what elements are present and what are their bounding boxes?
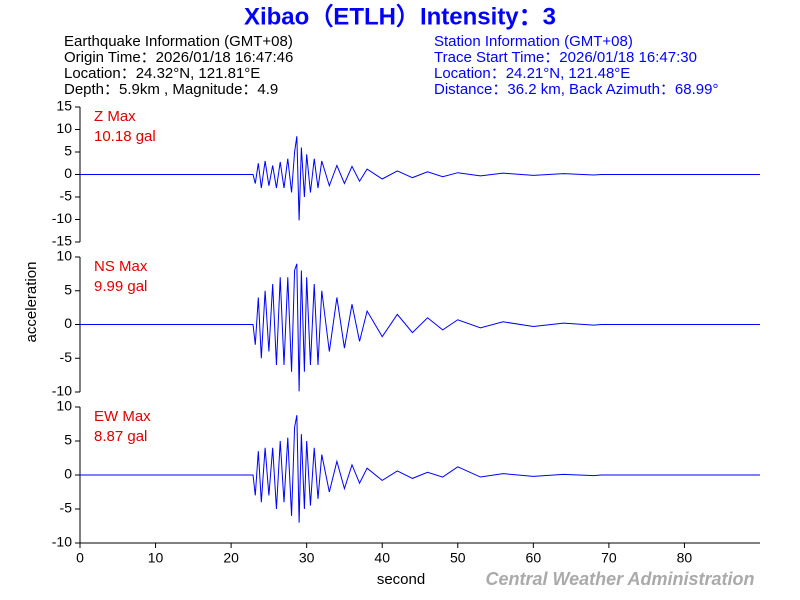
y-tick-label: 10 bbox=[56, 248, 72, 264]
info-line: Origin Time：2026/01/18 16:47:46 bbox=[64, 49, 293, 66]
trace-line bbox=[80, 136, 760, 221]
y-tick-label: 5 bbox=[64, 432, 72, 448]
info-line: Location：24.32°N, 121.81°E bbox=[64, 65, 260, 82]
panel-title: EW Max bbox=[94, 408, 151, 425]
y-tick-label: -5 bbox=[60, 349, 73, 365]
y-tick-label: 10 bbox=[56, 398, 72, 414]
info-line: Trace Start Time：2026/01/18 16:47:30 bbox=[434, 49, 697, 66]
y-tick-label: -15 bbox=[52, 233, 72, 249]
x-tick-label: 30 bbox=[299, 550, 315, 566]
x-tick-label: 70 bbox=[601, 550, 617, 566]
y-tick-label: -10 bbox=[52, 534, 72, 550]
x-tick-label: 80 bbox=[677, 550, 693, 566]
panel-title: NS Max bbox=[94, 258, 148, 275]
x-tick-label: 20 bbox=[223, 550, 239, 566]
y-tick-label: -10 bbox=[52, 383, 72, 399]
panel-subtitle: 9.99 gal bbox=[94, 278, 147, 295]
credit: Central Weather Administration bbox=[485, 569, 754, 589]
y-axis-label: acceleration bbox=[23, 262, 40, 343]
x-tick-label: 0 bbox=[76, 550, 84, 566]
x-tick-label: 10 bbox=[148, 550, 164, 566]
y-tick-label: -10 bbox=[52, 210, 72, 226]
y-tick-label: -5 bbox=[60, 500, 73, 516]
info-line: Location：24.21°N, 121.48°E bbox=[434, 65, 630, 82]
x-tick-label: 60 bbox=[526, 550, 542, 566]
panel-subtitle: 10.18 gal bbox=[94, 128, 156, 145]
info-line: Earthquake Information (GMT+08) bbox=[64, 33, 293, 50]
y-tick-label: 0 bbox=[64, 165, 72, 181]
trace-line bbox=[80, 263, 760, 392]
info-line: Station Information (GMT+08) bbox=[434, 33, 633, 50]
trace-line bbox=[80, 415, 760, 523]
y-tick-label: 5 bbox=[64, 281, 72, 297]
y-tick-label: 15 bbox=[56, 98, 72, 114]
y-tick-label: 0 bbox=[64, 315, 72, 331]
info-line: Depth：5.9km , Magnitude：4.9 bbox=[64, 81, 278, 98]
x-tick-label: 40 bbox=[374, 550, 390, 566]
y-tick-label: -5 bbox=[60, 188, 73, 204]
chart-title: Xibao（ETLH）Intensity：3 bbox=[244, 3, 556, 30]
y-tick-label: 5 bbox=[64, 143, 72, 159]
panel-title: Z Max bbox=[94, 108, 136, 125]
x-axis-label: second bbox=[377, 571, 425, 588]
y-tick-label: 0 bbox=[64, 466, 72, 482]
info-line: Distance：36.2 km, Back Azimuth：68.99° bbox=[434, 81, 718, 98]
panel-subtitle: 8.87 gal bbox=[94, 428, 147, 445]
y-tick-label: 10 bbox=[56, 120, 72, 136]
x-tick-label: 50 bbox=[450, 550, 466, 566]
